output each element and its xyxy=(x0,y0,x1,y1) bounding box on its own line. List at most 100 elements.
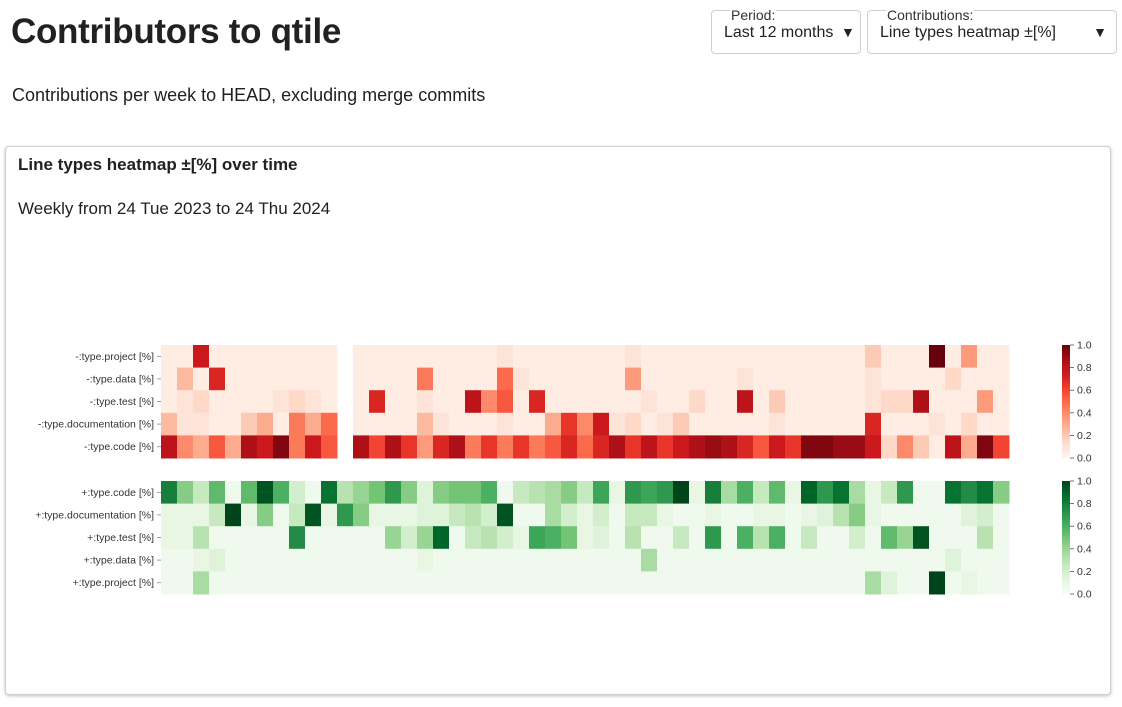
colorbar-tick-label: 0.8 xyxy=(1077,362,1092,374)
heatmap-cell-red xyxy=(497,435,514,459)
heatmap-cell-red xyxy=(433,367,450,391)
heatmap-cell-green xyxy=(225,571,242,595)
heatmap-cell-red xyxy=(273,435,290,459)
heatmap-cell-green xyxy=(417,571,434,595)
period-label: Period: xyxy=(730,6,777,24)
heatmap-cell-red xyxy=(369,435,386,459)
heatmap-cell-green xyxy=(625,481,642,505)
heatmap-cell-green xyxy=(289,571,306,595)
heatmap-cell-green xyxy=(305,481,322,505)
heatmap-cell-red xyxy=(545,412,562,436)
period-select[interactable]: Period: Last 12 months ▼ xyxy=(711,6,861,54)
heatmap-cell-red xyxy=(913,367,930,391)
heatmap-cell-red xyxy=(945,345,962,369)
heatmap-cell-red xyxy=(321,435,338,459)
heatmap-cell-red xyxy=(225,390,242,414)
heatmap-cell-red xyxy=(993,367,1010,391)
heatmap-cell-red xyxy=(913,412,930,436)
heatmap-cell-red xyxy=(593,390,610,414)
heatmap-cell-green xyxy=(897,503,914,527)
heatmap-cell-red xyxy=(449,367,466,391)
heatmap-cell-red xyxy=(353,412,370,436)
heatmap-cell-red xyxy=(385,412,402,436)
heatmap-cell-red xyxy=(529,435,546,459)
heatmap-cell-green xyxy=(673,503,690,527)
heatmap-cell-green xyxy=(993,526,1010,550)
heatmap-cell-red xyxy=(817,412,834,436)
heatmap-cell-red xyxy=(561,367,578,391)
heatmap-cell-green xyxy=(625,526,642,550)
heatmap-cell-green xyxy=(689,548,706,572)
heatmap-cell-red xyxy=(257,435,274,459)
heatmap-cell-red xyxy=(481,390,498,414)
heatmap-cell-red xyxy=(641,390,658,414)
heatmap-cell-green xyxy=(369,571,386,595)
contributions-select[interactable]: Contributions: Line types heatmap ±[%] ▼ xyxy=(867,6,1117,54)
heatmap-cell-red xyxy=(705,412,722,436)
heatmap-cell-red xyxy=(881,390,898,414)
heatmap-cell-green xyxy=(977,571,994,595)
heatmap-cell-red xyxy=(417,390,434,414)
heatmap-cell-green xyxy=(673,481,690,505)
heatmap-cell-green xyxy=(209,548,226,572)
heatmap-cell-red xyxy=(417,367,434,391)
heatmap-cell-red xyxy=(289,345,306,369)
heatmap-cell-green xyxy=(273,571,290,595)
heatmap-cell-red xyxy=(561,345,578,369)
heatmap-cell-green xyxy=(385,548,402,572)
heatmap-cell-green xyxy=(689,526,706,550)
heatmap-cell-red xyxy=(721,345,738,369)
heatmap-cell-green xyxy=(625,571,642,595)
heatmap-cell-green xyxy=(961,526,978,550)
heatmap-chart: -:type.project [%] -:type.data [%] -:type.… xyxy=(35,340,1092,601)
heatmap-cell-green xyxy=(849,526,866,550)
heatmap-cell-green xyxy=(753,526,770,550)
heatmap-cell-green xyxy=(913,481,930,505)
heatmap-cell-red xyxy=(401,435,418,459)
colorbar-green xyxy=(1062,481,1070,594)
heatmap-cell-red xyxy=(465,345,482,369)
heatmap-cell-red xyxy=(353,345,370,369)
colorbar-tick-label: 0.0 xyxy=(1077,589,1092,601)
heatmap-cell-red xyxy=(657,345,674,369)
heatmap-cell-green xyxy=(465,548,482,572)
heatmap-cell-red xyxy=(369,390,386,414)
heatmap-cell-green xyxy=(417,503,434,527)
heatmap-cell-red xyxy=(929,435,946,459)
heatmap-cell-red xyxy=(689,345,706,369)
heatmap-cell-red xyxy=(273,367,290,391)
heatmap-cell-green xyxy=(481,526,498,550)
row-label: -:type.code [%] xyxy=(84,441,154,453)
heatmap-cell-green xyxy=(769,503,786,527)
heatmap-cell-red xyxy=(225,345,242,369)
heatmap-cell-red xyxy=(529,367,546,391)
heatmap-cell-red xyxy=(705,435,722,459)
heatmap-cell-green xyxy=(241,503,258,527)
heatmap-cell-red xyxy=(209,367,226,391)
heatmap-cell-green xyxy=(817,571,834,595)
heatmap-cell-red xyxy=(929,367,946,391)
heatmap-cell-green xyxy=(385,481,402,505)
heatmap-cell-red xyxy=(625,435,642,459)
heatmap-cell-red xyxy=(801,390,818,414)
heatmap-cell-green xyxy=(241,526,258,550)
heatmap-cell-red xyxy=(193,390,210,414)
heatmap-cell-green xyxy=(193,481,210,505)
chart-date-range: Weekly from 24 Tue 2023 to 24 Thu 2024 xyxy=(18,199,331,218)
heatmap-cell-red xyxy=(769,390,786,414)
heatmap-cell-red xyxy=(929,345,946,369)
heatmap-cell-red xyxy=(177,435,194,459)
heatmap-cell-red xyxy=(385,435,402,459)
heatmap-cell-green xyxy=(753,571,770,595)
heatmap-cell-green xyxy=(417,548,434,572)
heatmap-cell-green xyxy=(209,503,226,527)
heatmap-cell-green xyxy=(305,571,322,595)
heatmap-cell-green xyxy=(321,503,338,527)
row-label: +:type.data [%] xyxy=(84,555,154,567)
heatmap-cell-red xyxy=(433,412,450,436)
heatmap-cell-green xyxy=(385,571,402,595)
row-label: +:type.project [%] xyxy=(73,577,154,589)
heatmap-cell-green xyxy=(753,548,770,572)
heatmap-cell-green xyxy=(881,526,898,550)
heatmap-cell-green xyxy=(353,481,370,505)
